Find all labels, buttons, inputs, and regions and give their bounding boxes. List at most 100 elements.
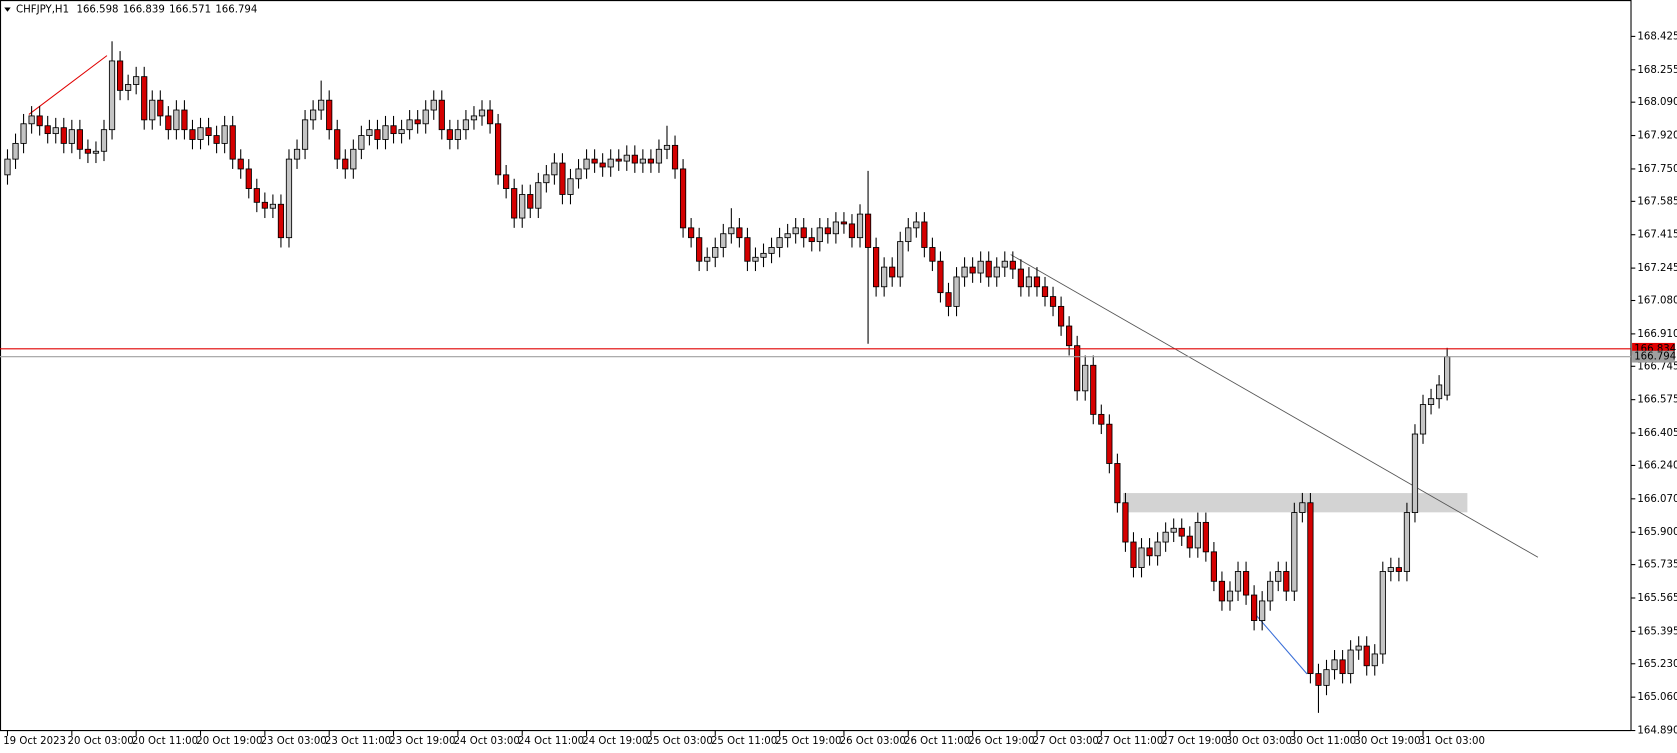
candle-body [977,260,984,274]
candle-body [744,237,751,262]
candle-body [1379,571,1386,655]
candle-body [116,60,124,91]
candle-body [929,247,936,262]
candle-body [1017,268,1024,288]
candle-body [358,135,365,150]
candle-body [60,127,67,144]
candle-body [157,99,164,117]
candle-body [1122,502,1129,543]
candle-body [1041,286,1049,298]
candle-body [647,158,655,164]
candle-body [1154,541,1161,557]
candle-body [1275,571,1282,582]
candle-body [1130,541,1137,568]
candle-body [639,158,646,164]
x-tick-label: 23 Oct 03:00 [261,736,327,747]
y-tick-label: 168.090 [1637,97,1677,108]
y-tick-label: 167.750 [1637,164,1677,175]
candle-body [953,276,960,307]
candle-body [1267,580,1274,602]
candle-body [1138,547,1145,568]
candle-body [503,174,510,190]
x-tick-label: 30 Oct 11:00 [1290,736,1356,747]
y-tick-label: 165.565 [1637,593,1677,604]
candle-body [937,260,944,294]
candle-body [623,154,630,162]
candle-body [237,158,244,170]
candle-body [454,129,461,140]
candle-body [985,260,992,278]
candle-body [1395,567,1402,572]
candle-body [519,194,526,219]
trend-line [1010,254,1539,558]
candle-body [1049,296,1057,307]
candle-body [1146,547,1153,557]
candle-body [728,227,735,235]
candle-body [1403,512,1411,572]
candle-body [277,203,285,239]
candle-body [1427,398,1435,406]
x-tick-label: 23 Oct 19:00 [389,736,455,747]
candle-body [720,233,727,248]
candle-body [84,148,92,154]
candle-body [969,266,976,274]
candle-body [438,99,445,131]
candle-body [4,158,11,176]
x-tick-label: 25 Oct 03:00 [647,736,713,747]
candle-body [44,125,51,135]
candle-body [197,127,204,140]
x-tick-label: 23 Oct 11:00 [325,736,391,747]
candle-body [864,213,872,248]
candle-body [422,109,429,125]
candle-body [881,266,888,288]
candle-body [478,109,486,117]
y-tick-label: 165.395 [1637,626,1677,637]
y-tick-label: 166.405 [1637,428,1677,439]
y-tick-label: 165.900 [1637,527,1677,538]
x-tick-label: 24 Oct 19:00 [582,736,648,747]
y-tick-label: 168.425 [1637,31,1677,42]
candle-body [293,148,301,160]
candle-body [213,135,220,144]
candle-body [301,119,309,150]
x-tick-label: 30 Oct 19:00 [1354,736,1420,747]
y-tick-label: 167.585 [1637,196,1677,207]
candle-body [1210,551,1218,582]
price-label-box [1632,350,1675,363]
y-tick-label: 167.080 [1637,296,1677,307]
candle-body [285,158,293,239]
candle-body [607,158,614,168]
candle-body [486,109,494,125]
candle-body [28,115,35,125]
candle-body [326,99,333,131]
y-tick-label: 164.890 [1637,726,1677,737]
candle-body [406,119,413,131]
candle-body [591,158,598,164]
candle-body [535,182,542,209]
x-tick-label: 24 Oct 03:00 [454,736,520,747]
candle-body [993,266,1000,278]
candle-body [108,60,116,131]
candle-body [1186,535,1193,549]
header-close: 166.794 [215,5,257,16]
x-tick-label: 27 Oct 11:00 [1097,736,1163,747]
candle-body [752,256,759,262]
candle-body [374,129,381,140]
x-tick-label: 25 Oct 11:00 [711,736,777,747]
candle-body [1242,571,1250,596]
candle-body [398,129,405,135]
candle-body [792,227,799,235]
candle-body [1162,531,1169,543]
candle-body [1323,669,1330,686]
candle-body [1033,276,1041,288]
candle-body [599,162,606,168]
candle-body [1419,404,1427,435]
candle-body [575,168,582,180]
candle-body [462,119,470,131]
x-tick-label: 26 Oct 19:00 [968,736,1034,747]
candle-body [20,123,27,144]
y-tick-label: 165.230 [1637,659,1677,670]
y-tick-label: 167.920 [1637,131,1677,142]
y-tick-label: 166.745 [1637,361,1677,372]
